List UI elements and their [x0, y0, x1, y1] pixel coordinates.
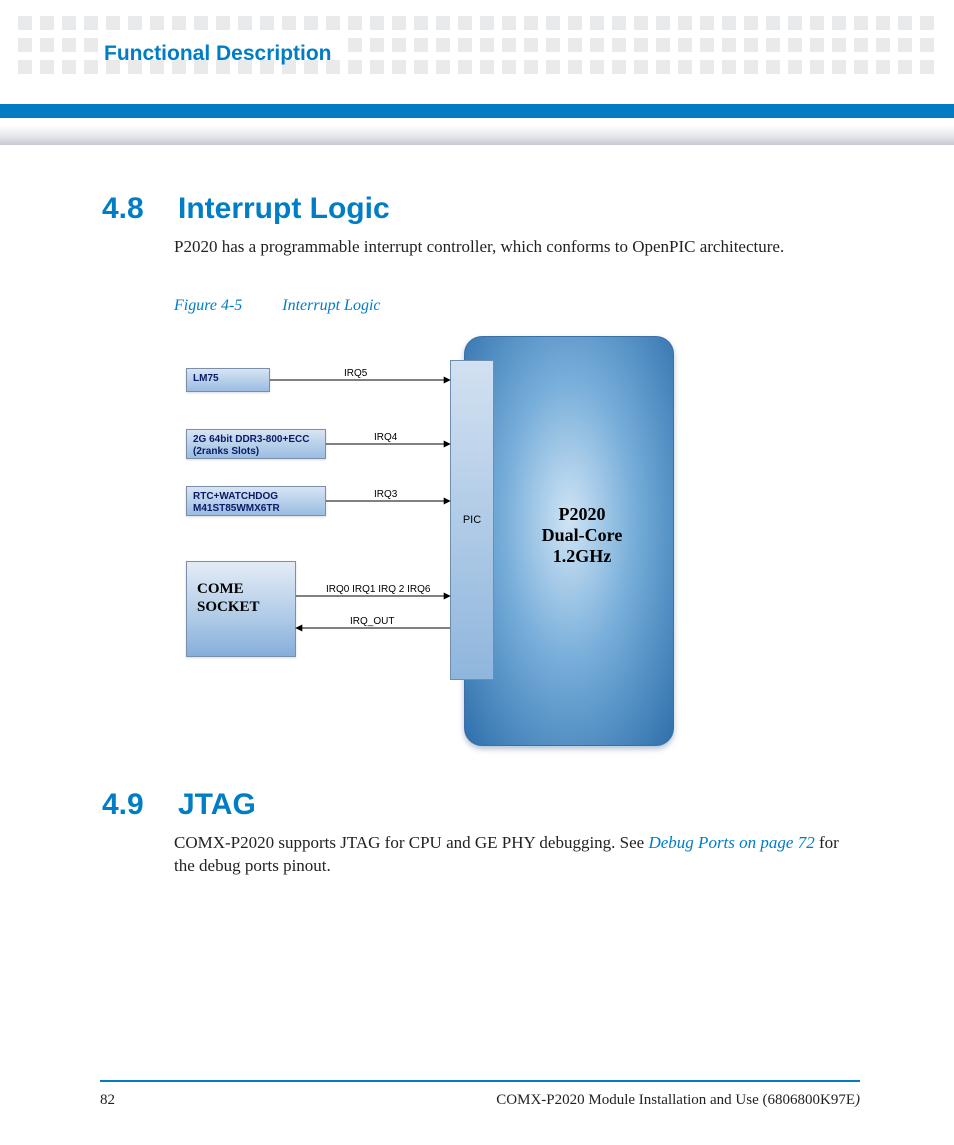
figure-caption: Figure 4-5 Interrupt Logic — [174, 297, 862, 315]
header-blue-bar — [0, 104, 954, 118]
interrupt-logic-diagram: PIC P2020 Dual-Core 1.2GHz LM75 2G 64bit… — [174, 336, 814, 756]
footer-rule — [100, 1080, 860, 1082]
section-body-text: P2020 has a programmable interrupt contr… — [174, 236, 862, 259]
section-body-text: COMX-P2020 supports JTAG for CPU and GE … — [174, 832, 862, 878]
figure-number: Figure 4-5 — [174, 297, 242, 314]
footer-doc-title-text: COMX-P2020 Module Installation and Use (… — [496, 1092, 855, 1108]
figure-title: Interrupt Logic — [282, 297, 380, 314]
section-number: 4.8 — [102, 192, 174, 226]
irq-label-irq-multi: IRQ0 IRQ1 IRQ 2 IRQ6 — [326, 584, 430, 595]
irq-label-irq5: IRQ5 — [344, 368, 367, 379]
chapter-title: Functional Description — [104, 42, 332, 66]
header-dots-row-1 — [0, 16, 954, 30]
debug-ports-link[interactable]: Debug Ports on page 72 — [648, 833, 814, 852]
text-before-link: COMX-P2020 supports JTAG for CPU and GE … — [174, 833, 648, 852]
page-number: 82 — [100, 1092, 115, 1109]
diagram-arrows — [174, 336, 814, 756]
section-title: JTAG — [178, 788, 256, 821]
irq-label-irq4: IRQ4 — [374, 432, 397, 443]
section-title: Interrupt Logic — [178, 192, 390, 225]
irq-label-irq-out: IRQ_OUT — [350, 616, 394, 627]
footer-closing-paren: ) — [855, 1092, 860, 1108]
section-number: 4.9 — [102, 788, 174, 822]
header-gray-bar — [0, 125, 954, 145]
footer-doc-title: COMX-P2020 Module Installation and Use (… — [496, 1092, 860, 1109]
irq-label-irq3: IRQ3 — [374, 489, 397, 500]
section-4-8: 4.8 Interrupt Logic P2020 has a programm… — [102, 192, 862, 315]
section-4-9: 4.9 JTAG COMX-P2020 supports JTAG for CP… — [102, 788, 862, 878]
